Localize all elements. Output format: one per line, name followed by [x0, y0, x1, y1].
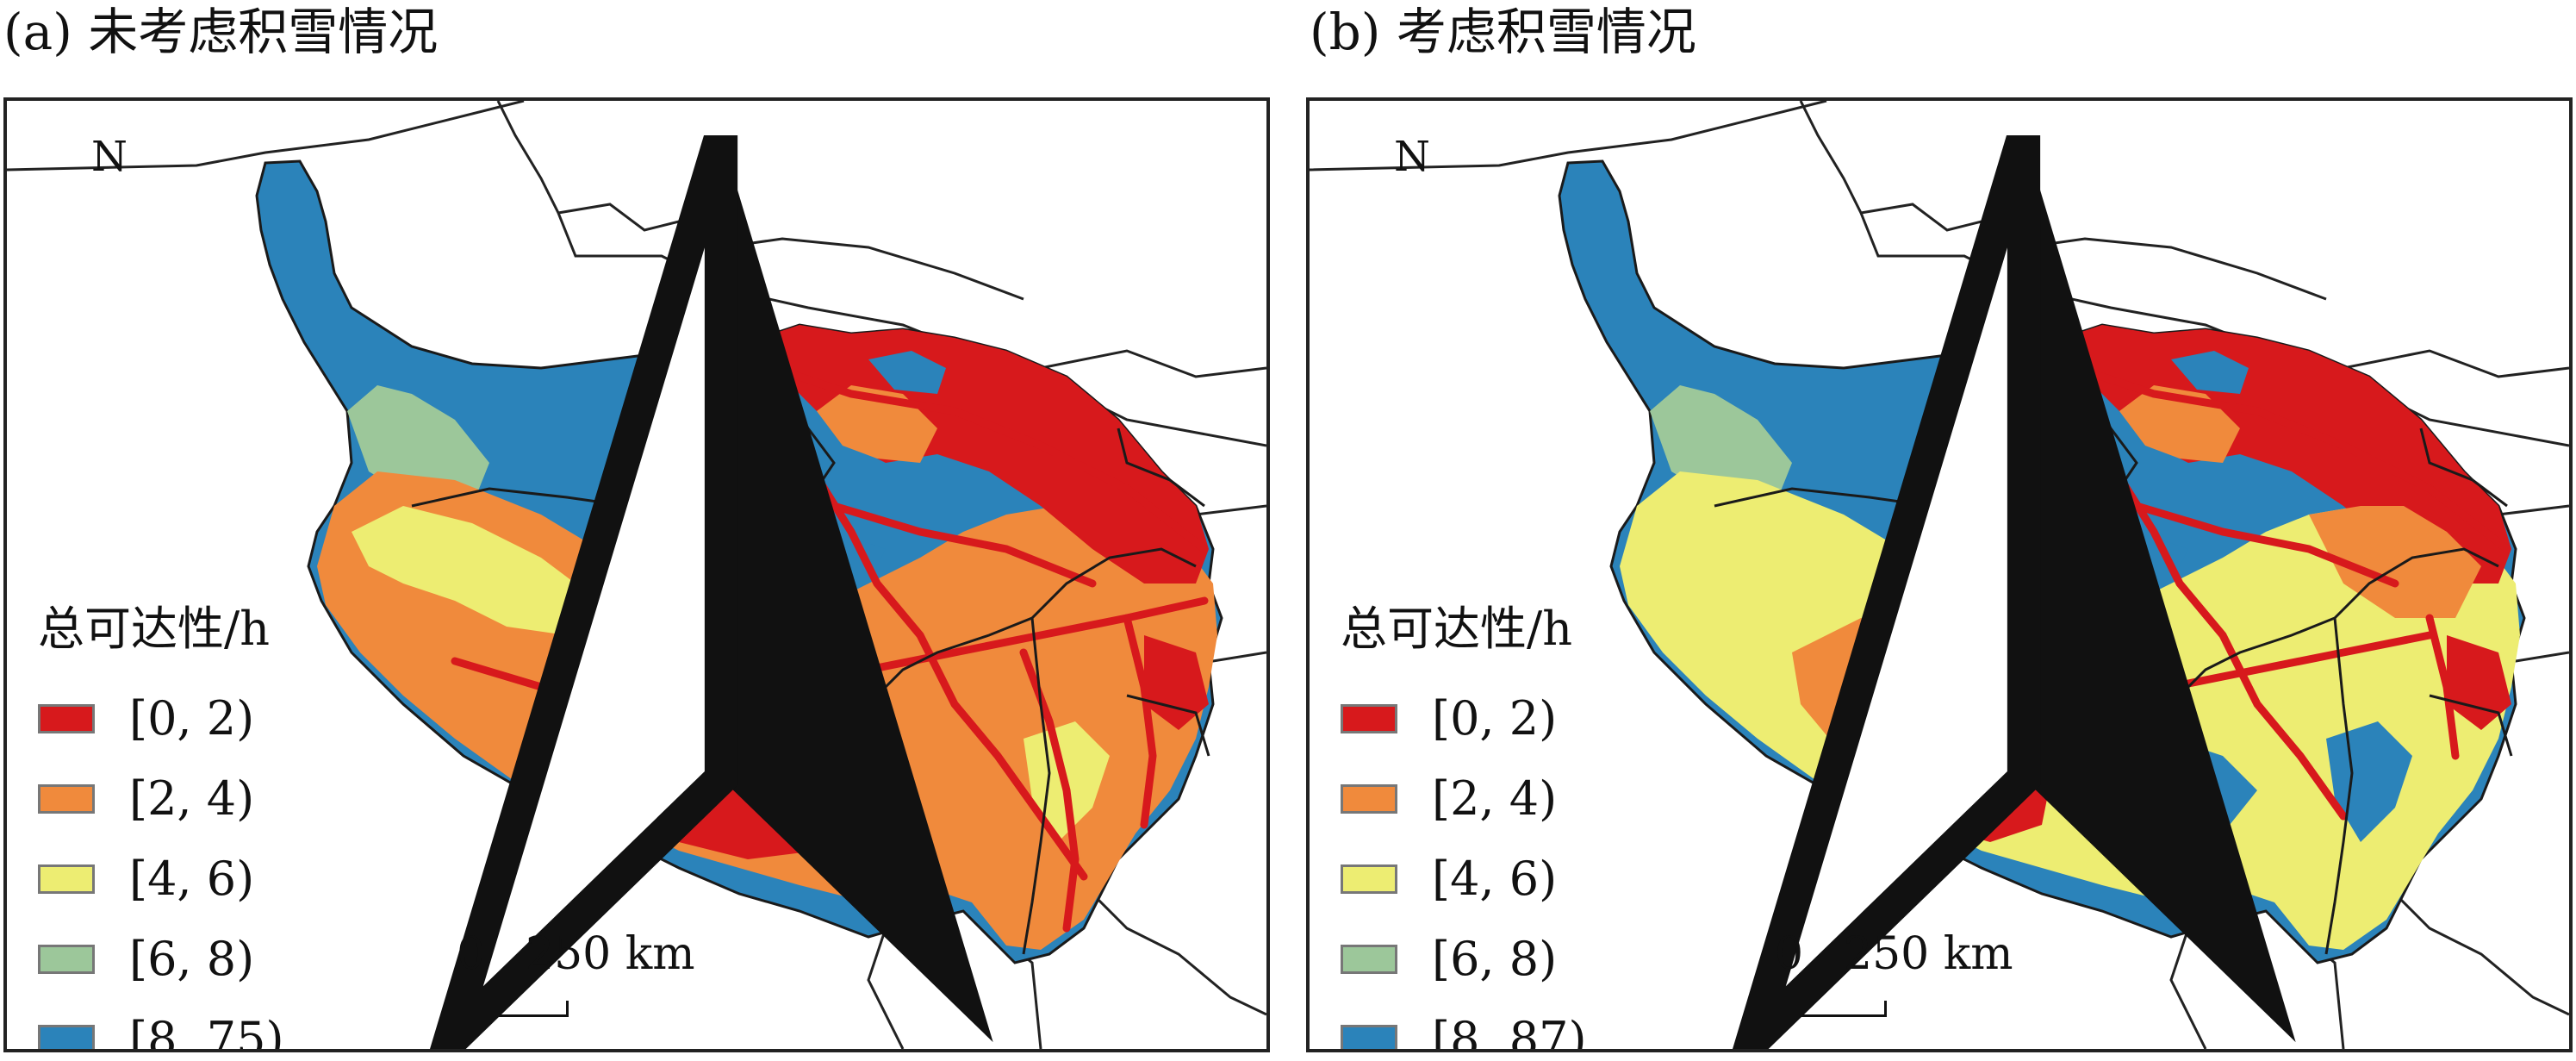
north-label: N	[91, 133, 128, 181]
legend-label: [2, 4)	[1432, 771, 1558, 826]
legend-item: [8, 75)	[38, 999, 284, 1052]
north-arrow-icon	[430, 135, 993, 1049]
panel-a-title: (a) 未考虑积雪情况	[3, 3, 439, 61]
north-label: N	[1394, 133, 1430, 181]
legend-item: [0, 2)	[38, 678, 284, 758]
legend-title: 总可达性/h	[1341, 602, 1572, 656]
legend-b: 总可达性/h [0, 2) [2, 4) [4, 6) [6, 8) [8, 8…	[1341, 601, 1587, 1052]
panel-b-title: (b) 考虑积雪情况	[1310, 3, 1696, 61]
legend-label: [2, 4)	[129, 771, 255, 826]
scale-distance-label: 250 km	[526, 928, 695, 980]
legend-swatch-blue	[38, 1024, 95, 1049]
legend-label: [6, 8)	[129, 932, 255, 986]
legend-item: [4, 6)	[1341, 839, 1587, 919]
legend-item: [2, 4)	[1341, 758, 1587, 839]
legend-a: 总可达性/h [0, 2) [2, 4) [4, 6) [6, 8) [8, 7…	[38, 601, 284, 1052]
legend-swatch-yellow	[38, 864, 95, 894]
legend-swatch-red	[38, 703, 95, 733]
legend-swatch-red	[1341, 703, 1397, 733]
legend-swatch-green	[1341, 944, 1397, 974]
scale-bar: 0 250 km	[457, 928, 732, 1023]
legend-item: [8, 87)	[1341, 999, 1587, 1052]
legend-title: 总可达性/h	[38, 602, 270, 656]
legend-item: [4, 6)	[38, 839, 284, 919]
map-panel-a: N 总可达性/h [0, 2) [2, 4) [4, 6) [6, 8) [8,…	[3, 97, 1270, 1052]
scale-zero-label: 0	[457, 928, 486, 980]
scale-distance-label: 250 km	[1844, 928, 2013, 980]
legend-swatch-yellow	[1341, 864, 1397, 894]
north-arrow-icon	[1733, 135, 2296, 1049]
scale-zero-label: 0	[1775, 928, 1804, 980]
legend-swatch-green	[38, 944, 95, 974]
legend-label: [8, 87)	[1432, 1012, 1587, 1052]
map-panel-b: N 总可达性/h [0, 2) [2, 4) [4, 6) [6, 8) [8,…	[1306, 97, 2573, 1052]
legend-item: [2, 4)	[38, 758, 284, 839]
legend-swatch-orange	[38, 783, 95, 814]
legend-label: [0, 2)	[129, 691, 255, 746]
legend-item: [0, 2)	[1341, 678, 1587, 758]
legend-label: [4, 6)	[129, 852, 255, 906]
north-arrow: N	[1394, 133, 2296, 1049]
legend-label: [6, 8)	[1432, 932, 1558, 986]
legend-item: [6, 8)	[38, 919, 284, 999]
scale-bar: 0 250 km	[1775, 928, 2050, 1023]
legend-label: [0, 2)	[1432, 691, 1558, 746]
scale-line	[462, 1001, 569, 1017]
legend-label: [8, 75)	[129, 1012, 284, 1052]
north-arrow: N	[91, 133, 993, 1049]
legend-item: [6, 8)	[1341, 919, 1587, 999]
scale-line	[1780, 1001, 1887, 1017]
legend-swatch-orange	[1341, 783, 1397, 814]
legend-swatch-blue	[1341, 1024, 1397, 1049]
legend-label: [4, 6)	[1432, 852, 1558, 906]
